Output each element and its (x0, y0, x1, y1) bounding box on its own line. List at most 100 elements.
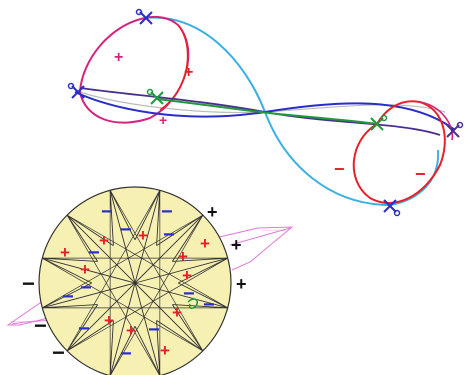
minus-sign: − (120, 343, 132, 365)
star-polygon-disk-diagram: ‒‒‒‒‒‒‒‒‒ ‒‒‒‒‒‒‒ + + + + + + + + + + + … (6, 186, 294, 375)
minus-sign: − (62, 286, 74, 308)
spoke-line (134, 190, 161, 284)
minus-sign: − (203, 294, 215, 316)
left-loop-sign: + (159, 112, 167, 128)
inner-edge-line (156, 320, 204, 352)
inner-edge-line (172, 304, 228, 309)
inner-edge-line (177, 257, 228, 284)
plus-sign: + (200, 234, 210, 253)
right-red-loop (352, 100, 446, 204)
right-loop-sign: − (334, 159, 345, 179)
plus-sign: + (160, 341, 170, 360)
spoke-line (42, 282, 136, 309)
spoke-line (134, 282, 204, 352)
figure-eight-diagram: + + + − − (67, 8, 464, 217)
inner-edge-line (66, 320, 114, 352)
outer-minus-sign: − (34, 313, 47, 338)
plus-sign: + (99, 231, 109, 250)
plus-sign: + (126, 321, 136, 340)
plus-sign: + (178, 247, 188, 266)
inner-edge-line (42, 304, 98, 309)
inner-edge-line (109, 190, 114, 246)
outer-plus-sign: + (207, 202, 218, 222)
left-loop-sign: + (114, 49, 123, 66)
inner-edge-line (172, 257, 228, 262)
minus-sign: − (101, 201, 113, 223)
disk (38, 186, 232, 375)
outer-minus-sign: − (52, 340, 65, 365)
inner-edge-line (172, 304, 204, 352)
minus-sign: − (120, 219, 132, 241)
star-edge-line (109, 190, 204, 352)
inner-edge-line (66, 214, 114, 246)
left-red-inner-arc (159, 24, 189, 111)
minus-sign: − (161, 201, 173, 223)
inner-edge-line (109, 320, 114, 375)
scissors-icon (446, 121, 464, 138)
plus-sign: + (104, 311, 114, 330)
outer-minus-sign: − (22, 271, 35, 296)
inner-edge-line (156, 190, 161, 246)
plus-sign: + (182, 266, 192, 285)
spoke-line (66, 282, 136, 352)
inner-edge-line (109, 190, 136, 241)
plus-sign: + (60, 243, 70, 262)
spoke-line (134, 214, 204, 284)
inner-edge-line (134, 190, 161, 241)
inner-edge-line (134, 325, 160, 375)
inner-edge-line (172, 214, 204, 262)
left-loop-sign: + (184, 64, 193, 81)
inner-edge-line (177, 282, 228, 309)
star-edge-line (66, 190, 161, 352)
left-magenta-loop (78, 15, 190, 124)
ribbon-tiny-label: ‒‒‒‒‒‒‒ (10, 319, 28, 324)
ribbon-tiny-label: ‒‒‒‒‒‒‒‒‒ (262, 228, 285, 233)
star-edge-line (110, 214, 204, 375)
inner-edge-line (66, 304, 98, 352)
green-strand (156, 98, 378, 125)
scissors-icon (370, 114, 388, 131)
right-magenta-arc (419, 101, 454, 141)
inner-plus-signs: + + + + + + + + + + + (60, 226, 210, 360)
right-loop-sign: − (415, 164, 426, 184)
star-edge-line (66, 257, 228, 352)
inner-edge-line (42, 282, 93, 309)
outer-signs: + + + − − − (22, 202, 247, 365)
scissors-icon (146, 88, 164, 105)
green-marker-icon (187, 298, 199, 309)
spoke-line (66, 214, 136, 284)
inner-edge-line (156, 214, 204, 246)
blue-strand-1 (74, 91, 456, 131)
scissors-icon (383, 199, 401, 217)
spoke-line (42, 257, 136, 284)
inner-edge-line (42, 257, 93, 284)
spoke-line (134, 282, 228, 309)
plus-sign: + (138, 226, 148, 245)
minus-sign: − (183, 283, 195, 305)
minus-sign: − (88, 242, 100, 264)
outer-plus-sign: + (231, 235, 242, 255)
star-edge-line (66, 214, 228, 309)
spoke-line (134, 257, 228, 284)
scissors-icon (67, 82, 85, 99)
plus-sign: + (80, 260, 90, 279)
inner-edge-line (42, 257, 98, 262)
inner-minus-signs: − − − − − − − − − − − − (62, 201, 215, 365)
inner-edge-line (110, 325, 136, 375)
spoke-line (109, 190, 136, 284)
minus-sign: − (148, 319, 160, 341)
inner-edge-line (66, 214, 98, 262)
inner-edge-line (156, 320, 161, 375)
spoke-line (134, 282, 161, 375)
star-polygon-lines (42, 190, 228, 375)
star-edge-line (42, 214, 204, 309)
spoke-line (109, 282, 136, 375)
minus-sign: − (80, 277, 92, 299)
cyan-lemniscate-curve (144, 16, 440, 207)
star-edge-line (42, 257, 204, 352)
outer-plus-sign: + (236, 274, 247, 294)
star-edge-line (66, 214, 160, 375)
scissors-icon (135, 8, 153, 25)
